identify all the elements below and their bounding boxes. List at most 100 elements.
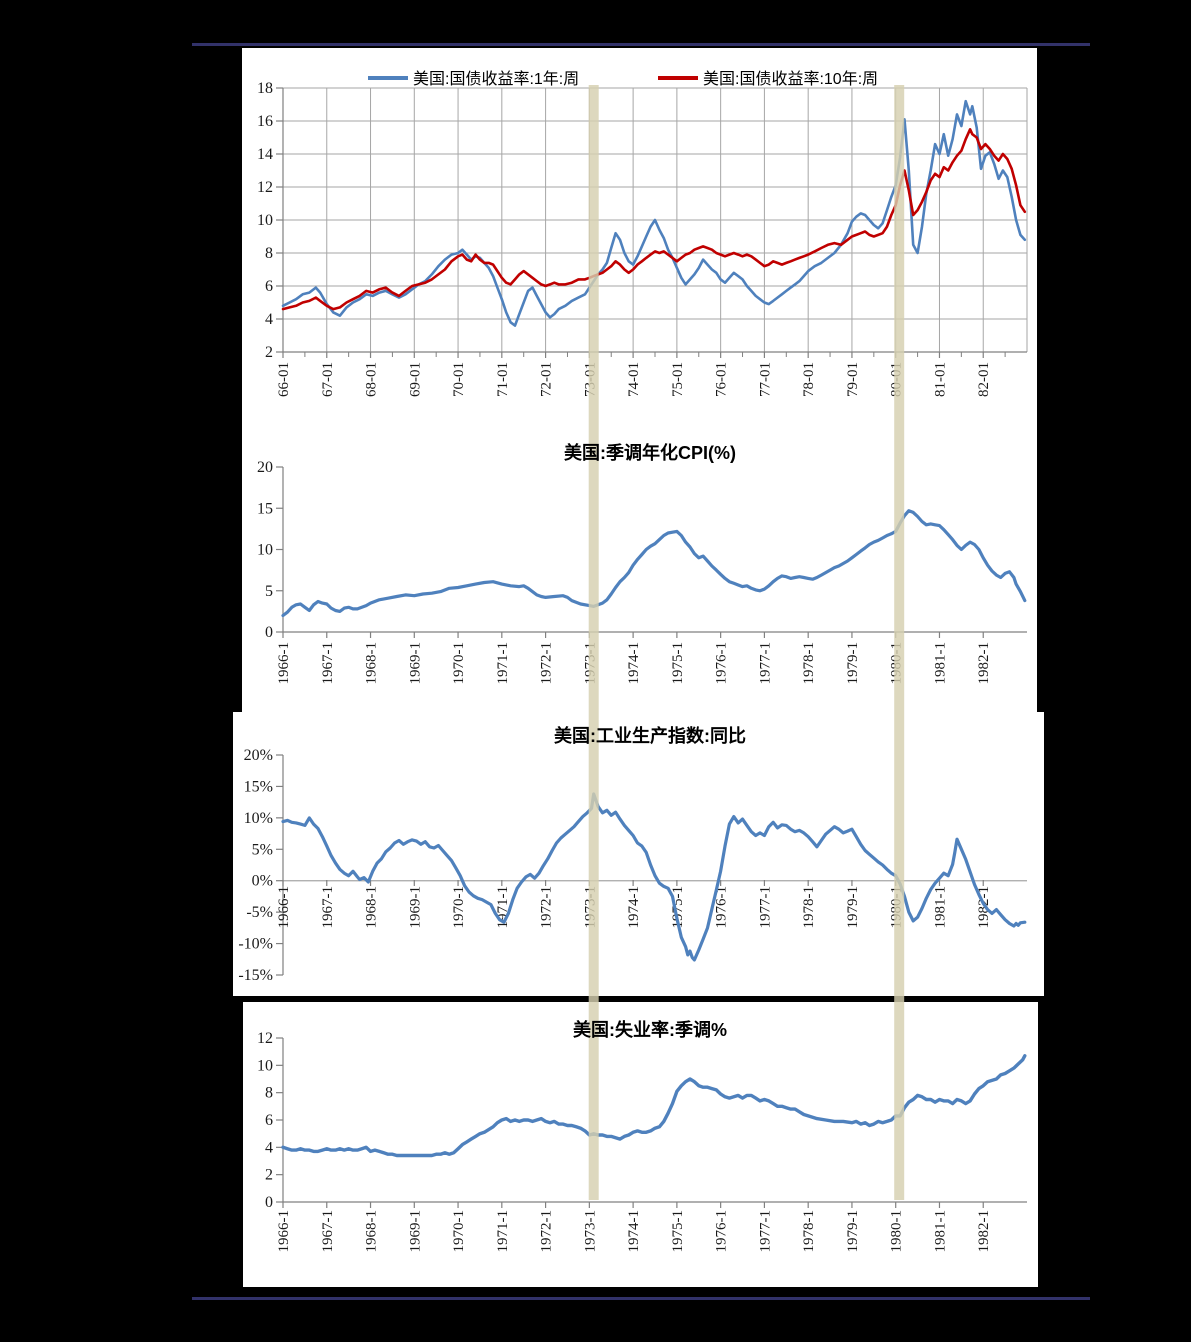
x-tick-label: 1970-1	[451, 1210, 467, 1253]
x-tick-label: 67-01	[320, 362, 336, 397]
x-tick-label: 1975-1	[670, 642, 686, 685]
series-line-1	[281, 128, 1027, 311]
y-tick-label: 20%	[244, 747, 273, 764]
series-line-0	[281, 509, 1027, 618]
y-tick-label: 10	[257, 212, 273, 229]
y-tick-label: 8	[265, 245, 273, 262]
series-line-0	[281, 99, 1027, 327]
x-tick-label: 1968-1	[364, 886, 380, 929]
y-tick-label: 16	[257, 113, 273, 130]
x-tick-label: 72-01	[539, 362, 555, 397]
y-tick-label: 20	[257, 459, 273, 476]
x-tick-label: 1982-1	[976, 1210, 992, 1253]
x-tick-label: 1969-1	[407, 642, 423, 685]
y-tick-label: 18	[257, 80, 273, 97]
y-tick-label: 5	[265, 583, 273, 600]
y-tick-label: 4	[265, 1139, 273, 1156]
x-tick-label: 77-01	[757, 362, 773, 397]
x-tick-label: 68-01	[364, 362, 380, 397]
bottom-rule	[192, 1297, 1090, 1300]
x-tick-label: 1978-1	[801, 886, 817, 929]
x-tick-label: 81-01	[932, 362, 948, 397]
x-tick-label: 1981-1	[932, 886, 948, 929]
x-tick-label: 1978-1	[801, 642, 817, 685]
x-tick-label: 1981-1	[932, 1210, 948, 1253]
top-rule	[192, 43, 1090, 46]
x-tick-label: 1971-1	[495, 642, 511, 685]
y-tick-label: 15	[257, 500, 273, 517]
x-tick-label: 1980-1	[889, 1210, 905, 1253]
x-tick-label: 1966-1	[276, 642, 292, 685]
x-tick-label: 1981-1	[932, 642, 948, 685]
x-tick-label: 1977-1	[757, 886, 773, 929]
x-tick-label: 1973-1	[582, 1210, 598, 1253]
y-tick-label: 4	[265, 311, 273, 328]
y-tick-label: 15%	[244, 778, 273, 795]
x-tick-label: 1982-1	[976, 642, 992, 685]
highlight-bands	[588, 85, 905, 1200]
x-tick-label: 69-01	[407, 362, 423, 397]
x-tick-label: 1970-1	[451, 886, 467, 929]
x-tick-label: 74-01	[626, 362, 642, 397]
x-tick-label: 66-01	[276, 362, 292, 397]
x-tick-label: 1966-1	[276, 1210, 292, 1253]
x-tick-label: 1972-1	[539, 1210, 555, 1253]
x-tick-label: 79-01	[845, 362, 861, 397]
x-tick-label: 1974-1	[626, 642, 642, 685]
panel-industrial-production	[233, 712, 1044, 996]
cpi-chart-title: 美国:季调年化CPI(%)	[564, 442, 736, 463]
y-tick-label: 2	[265, 344, 273, 361]
industrial-production-chart-title: 美国:工业生产指数:同比	[554, 725, 746, 746]
x-tick-label: 1972-1	[539, 886, 555, 929]
y-tick-label: 5%	[252, 841, 273, 858]
x-tick-label: 1974-1	[626, 1210, 642, 1253]
x-tick-label: 1970-1	[451, 642, 467, 685]
series-line-0	[281, 792, 1027, 962]
y-tick-label: -15%	[238, 967, 273, 984]
x-tick-label: 1977-1	[757, 1210, 773, 1253]
legend-label-1y: 美国:国债收益率:1年:周	[413, 70, 579, 88]
x-tick-label: 1967-1	[320, 642, 336, 685]
y-tick-label: 0	[265, 1194, 273, 1211]
y-tick-label: 12	[257, 179, 273, 196]
y-tick-label: 10	[257, 1057, 273, 1074]
x-tick-label: 76-01	[714, 362, 730, 397]
x-tick-label: 1979-1	[845, 886, 861, 929]
unemployment-chart-title: 美国:失业率:季调%	[573, 1019, 727, 1040]
x-tick-label: 1977-1	[757, 642, 773, 685]
legend-label-10y: 美国:国债收益率:10年:周	[703, 70, 878, 88]
oil-crisis-band	[588, 85, 599, 1200]
y-tick-label: 10%	[244, 810, 273, 827]
x-tick-label: 1976-1	[714, 642, 730, 685]
y-tick-label: 14	[257, 146, 273, 163]
y-tick-label: 10	[257, 542, 273, 559]
x-tick-label: 1969-1	[407, 886, 423, 929]
x-tick-label: 1969-1	[407, 1210, 423, 1253]
y-tick-label: 8	[265, 1085, 273, 1102]
x-tick-label: 82-01	[976, 362, 992, 397]
x-tick-label: 1978-1	[801, 1210, 817, 1253]
x-tick-label: 1968-1	[364, 1210, 380, 1253]
x-tick-label: 1966-1	[276, 886, 292, 929]
y-tick-label: 6	[265, 278, 273, 295]
x-tick-label: 1968-1	[364, 642, 380, 685]
x-tick-label: 1967-1	[320, 886, 336, 929]
y-tick-label: 2	[265, 1167, 273, 1184]
x-tick-label: 1967-1	[320, 1210, 336, 1253]
x-tick-label: 71-01	[495, 362, 511, 397]
y-tick-label: 0	[265, 624, 273, 641]
legend: 美国:国债收益率:1年:周 美国:国债收益率:10年:周	[368, 70, 878, 88]
x-tick-label: 1976-1	[714, 1210, 730, 1253]
x-tick-label: 1976-1	[714, 886, 730, 929]
x-tick-label: 70-01	[451, 362, 467, 397]
chart-cpi: 1966-1 1967-1 1968-1 1969-1 1970-1 1971-1 1972…	[257, 459, 1027, 685]
chart-unemployment: 1966-1 1967-1 1968-1 1969-1 1970-1 1971-1 1972…	[257, 1030, 1027, 1253]
x-tick-label: 1971-1	[495, 1210, 511, 1253]
y-tick-label: -10%	[238, 936, 273, 953]
series-line-0	[281, 1054, 1027, 1158]
y-tick-label: 12	[257, 1030, 273, 1047]
x-tick-label: 1974-1	[626, 886, 642, 929]
y-tick-label: 0%	[252, 873, 273, 890]
